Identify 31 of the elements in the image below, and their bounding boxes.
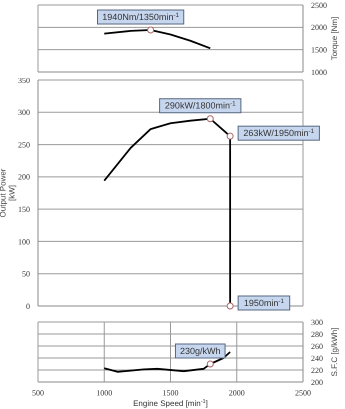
annotation: 263kW/1950min$^{-1}$	[243, 128, 315, 138]
x-tick-label: 500	[32, 388, 44, 398]
y-tick-label: 150	[18, 204, 30, 214]
y-tick-label: 50	[22, 270, 30, 279]
annotation: 230g/kWh	[180, 346, 221, 356]
y-tick-label: 250	[18, 140, 30, 150]
y-tick-label: 300	[18, 108, 30, 118]
annotation: 290kW/1800min$^{-1}$	[164, 100, 236, 111]
y-tick-label: 100	[18, 237, 30, 246]
y-tick-label: 240	[311, 354, 323, 363]
x-tick-label: 1000	[96, 388, 112, 398]
annotation: 1940Nm/1350min$^{-1}$	[102, 12, 180, 22]
y-tick-label: 260	[311, 342, 323, 351]
y-tick-label: 0	[26, 302, 30, 311]
x-tick-label: 1500	[162, 388, 178, 398]
annotation: 1950min$^{-1}$	[244, 298, 284, 308]
y-tick-label: 220	[311, 366, 323, 375]
x-tick-label: 2000	[228, 388, 245, 398]
x-axis-title: Engine Speed [min$^{-1}$]	[133, 399, 208, 408]
y-tick-label: 1500	[311, 46, 327, 55]
y-axis-title: Torque [Nm]	[330, 16, 339, 60]
y-tick-label: 200	[18, 172, 30, 182]
y-tick-label: 2000	[311, 23, 327, 32]
y-tick-label: 280	[311, 330, 323, 339]
y-tick-label: 1000	[311, 68, 327, 77]
y-axis-title: Output Power [kW]	[0, 168, 16, 218]
y-axis-title: S.F.C [g/kWh]	[330, 328, 339, 376]
y-tick-label: 200	[311, 378, 323, 387]
y-tick-label: 300	[311, 318, 323, 327]
x-tick-label: 2500	[295, 388, 311, 398]
y-tick-label: 2500	[311, 0, 327, 10]
